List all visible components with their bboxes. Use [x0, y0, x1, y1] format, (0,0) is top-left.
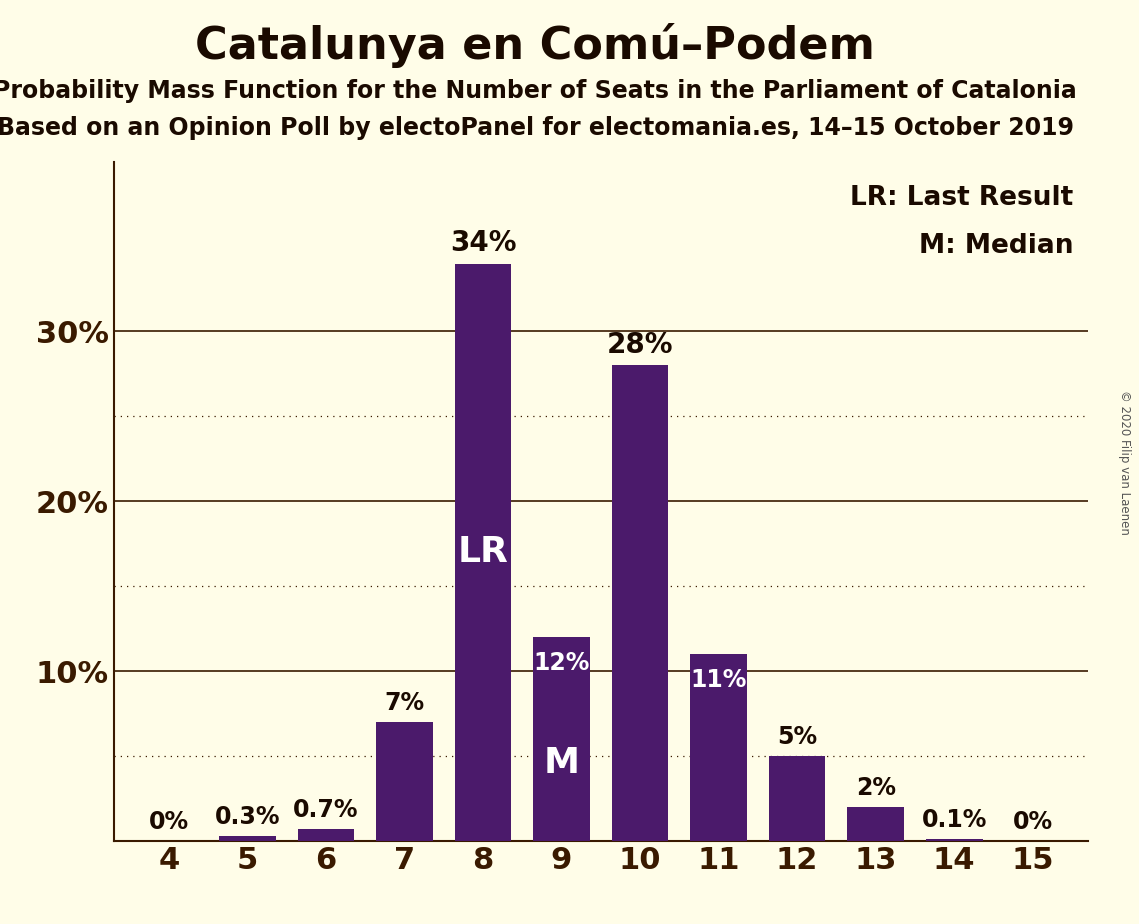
Bar [612, 365, 669, 841]
Text: Based on an Opinion Poll by electoPanel for electomania.es, 14–15 October 2019: Based on an Opinion Poll by electoPanel … [0, 116, 1074, 140]
Text: 2%: 2% [855, 776, 895, 800]
Text: 0%: 0% [149, 810, 189, 834]
Bar [533, 638, 590, 841]
Text: 12%: 12% [533, 650, 590, 675]
Text: Probability Mass Function for the Number of Seats in the Parliament of Catalonia: Probability Mass Function for the Number… [0, 79, 1077, 103]
Text: 5%: 5% [777, 725, 817, 749]
Bar [297, 829, 354, 841]
Bar [926, 839, 983, 841]
Text: 34%: 34% [450, 229, 516, 257]
Bar [847, 807, 904, 841]
Text: 7%: 7% [385, 691, 425, 715]
Text: 0.1%: 0.1% [921, 808, 986, 833]
Bar [454, 263, 511, 841]
Text: LR: Last Result: LR: Last Result [850, 186, 1073, 212]
Text: 0%: 0% [1013, 810, 1052, 834]
Text: 11%: 11% [690, 668, 747, 692]
Text: Catalunya en Comú–Podem: Catalunya en Comú–Podem [196, 23, 875, 68]
Bar [690, 654, 747, 841]
Text: LR: LR [458, 535, 508, 569]
Bar [769, 756, 826, 841]
Text: M: M [543, 747, 580, 781]
Text: 0.3%: 0.3% [214, 805, 280, 829]
Bar [376, 722, 433, 841]
Text: © 2020 Filip van Laenen: © 2020 Filip van Laenen [1118, 390, 1131, 534]
Text: 0.7%: 0.7% [293, 798, 359, 822]
Bar [219, 835, 276, 841]
Text: 28%: 28% [607, 331, 673, 359]
Text: M: Median: M: Median [919, 233, 1073, 259]
